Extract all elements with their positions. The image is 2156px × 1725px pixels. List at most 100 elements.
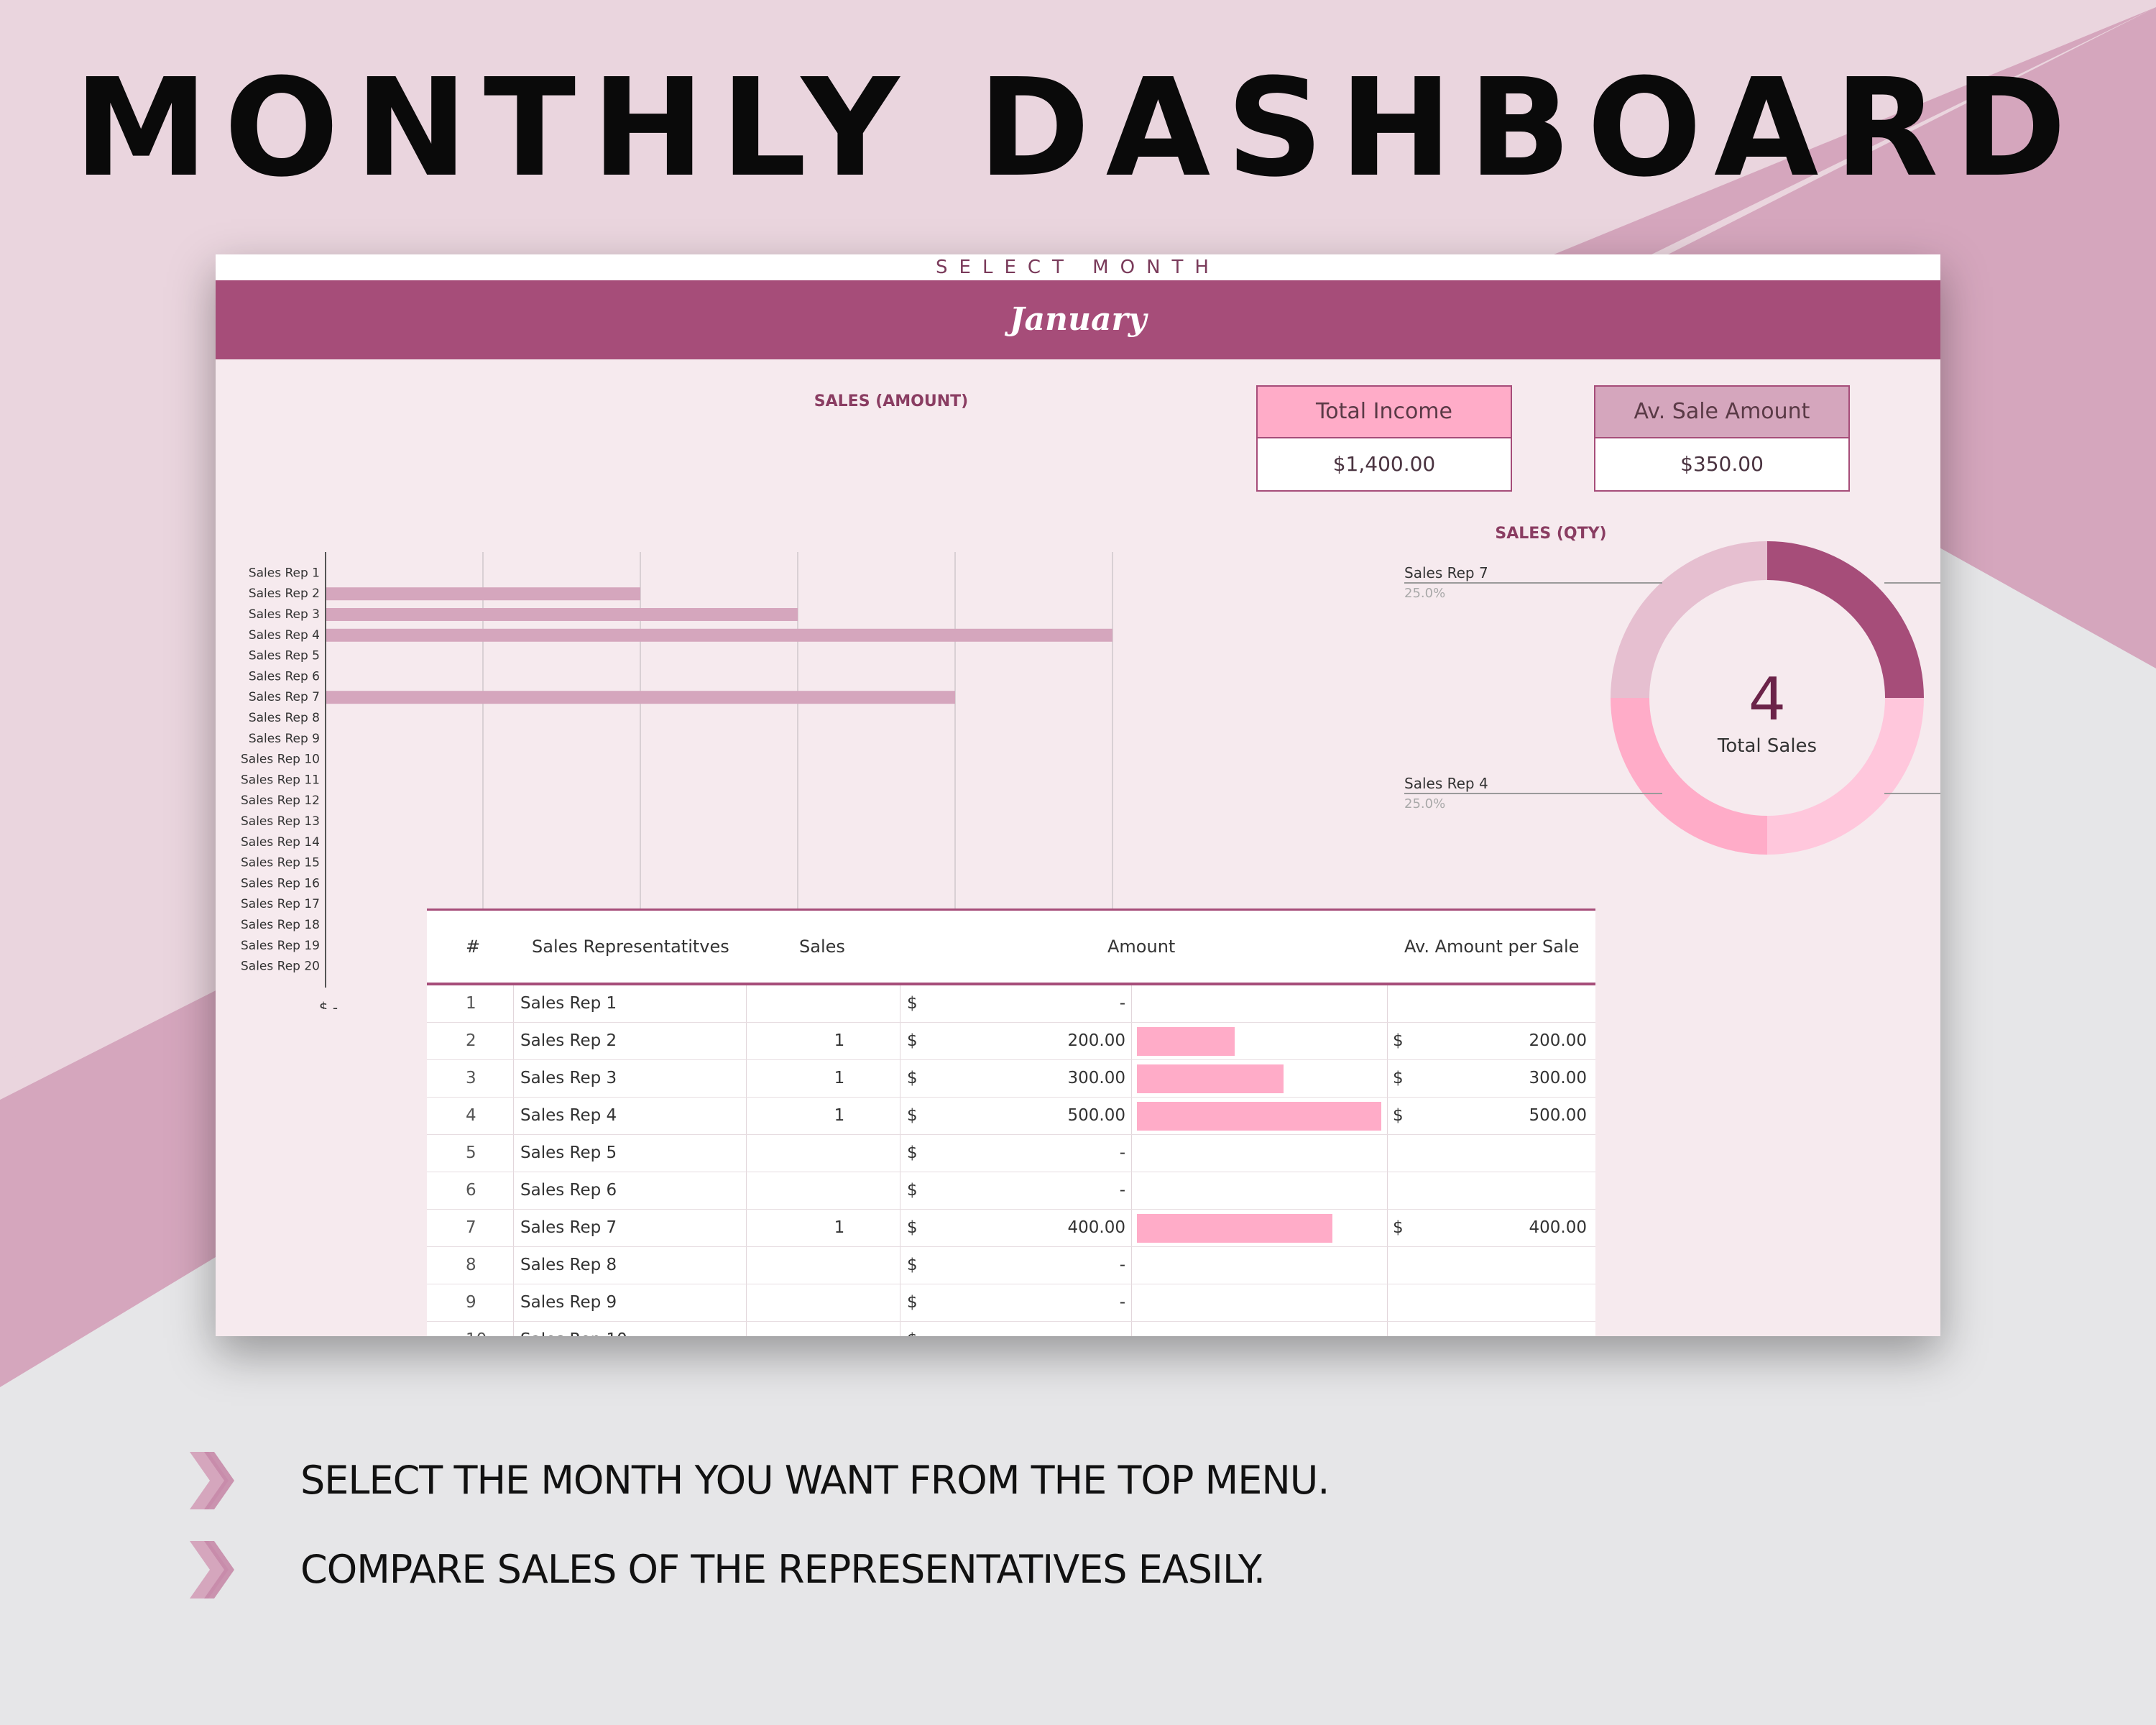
cell-divider	[1131, 1060, 1132, 1097]
row-avg-currency: $	[1393, 1069, 1404, 1087]
row-amount-currency: $	[907, 1218, 918, 1237]
donut-slice	[1767, 541, 1924, 698]
total-income-label: Total Income	[1258, 387, 1511, 438]
row-avg: 500.00	[1529, 1106, 1587, 1125]
category-label: Sales Rep 11	[241, 773, 320, 787]
category-label: Sales Rep 3	[249, 607, 320, 622]
cell-divider	[1131, 1284, 1132, 1321]
donut-center-value: 4	[1749, 666, 1786, 734]
cell-divider	[746, 1098, 747, 1134]
bar	[326, 628, 1112, 642]
table-row: 1 Sales Rep 1 $ -	[427, 985, 1595, 1023]
cell-divider	[746, 1135, 747, 1172]
slice-percent: 25.0%	[1404, 586, 1445, 601]
bullet-text: COMPARE SALES OF THE REPRESENTATIVES EAS…	[300, 1547, 1266, 1592]
slice-label: Sales Rep 4	[1404, 775, 1488, 792]
cell-divider	[513, 1322, 514, 1336]
row-avg-currency: $	[1393, 1031, 1404, 1050]
cell-divider	[746, 1060, 747, 1097]
total-income-value: $1,400.00	[1332, 452, 1436, 476]
cell-divider	[1387, 1098, 1388, 1134]
bullet-item: SELECT THE MONTH YOU WANT FROM THE TOP M…	[187, 1445, 1480, 1517]
row-num: 1	[466, 994, 476, 1013]
data-bar	[1137, 1027, 1235, 1056]
cell-divider	[746, 1023, 747, 1059]
category-label: Sales Rep 5	[249, 649, 320, 663]
table-row: 2 Sales Rep 2 1 $200.00 $200.00	[427, 1023, 1595, 1060]
category-label: Sales Rep 6	[249, 669, 320, 684]
sales-qty-donut-chart: 4 Total Sales Sales Rep 225.0%Sales Rep …	[1404, 541, 1940, 855]
row-amount: -	[973, 1322, 1125, 1336]
cell-divider	[513, 1247, 514, 1284]
slice-percent: 25.0%	[1404, 796, 1445, 811]
row-avg: 400.00	[1529, 1218, 1587, 1237]
cell-divider	[513, 985, 514, 1022]
data-bar	[1137, 1214, 1332, 1243]
slice-label: Sales Rep 7	[1404, 564, 1488, 581]
bullet-text: SELECT THE MONTH YOU WANT FROM THE TOP M…	[300, 1458, 1330, 1503]
cell-divider	[1131, 1023, 1132, 1059]
row-amount: 500.00	[1067, 1106, 1125, 1125]
cell-divider	[1387, 1322, 1388, 1336]
data-bar	[1137, 1064, 1284, 1093]
row-num: 10	[466, 1322, 487, 1336]
row-rep: Sales Rep 1	[520, 994, 617, 1013]
row-num: 7	[466, 1218, 476, 1237]
row-avg: 300.00	[1529, 1069, 1587, 1087]
col-num: #	[466, 937, 481, 957]
headline: MONTHLY DASHBOARD	[73, 50, 2083, 207]
cell-divider	[513, 1023, 514, 1059]
double-chevron-icon	[190, 1541, 234, 1598]
row-amount-currency: $	[907, 1293, 918, 1312]
bar-chart-title: SALES (AMOUNT)	[814, 392, 969, 410]
row-rep: Sales Rep 8	[520, 1256, 617, 1274]
cell-divider	[746, 1247, 747, 1284]
row-amount-currency: $	[907, 994, 918, 1013]
cell-divider	[513, 1060, 514, 1097]
cell-divider	[513, 1284, 514, 1321]
bar	[326, 587, 640, 601]
bar	[326, 608, 798, 621]
cell-divider	[1131, 1172, 1132, 1209]
row-amount: -	[1119, 1181, 1125, 1200]
tick-label: $ -	[319, 999, 338, 1009]
row-avg: 200.00	[1529, 1031, 1587, 1050]
row-sales: 1	[834, 1031, 845, 1050]
cell-divider	[1131, 1322, 1132, 1336]
cell-divider	[1387, 985, 1388, 1022]
cell-divider	[746, 1210, 747, 1246]
cell-divider	[1131, 1210, 1132, 1246]
data-bar	[1137, 1102, 1381, 1131]
row-num: 4	[466, 1106, 476, 1125]
bullet-item: COMPARE SALES OF THE REPRESENTATIVES EAS…	[187, 1534, 1480, 1606]
cell-divider	[1131, 1247, 1132, 1284]
cell-divider	[1387, 1023, 1388, 1059]
cell-divider	[513, 1135, 514, 1172]
table-row: 5 Sales Rep 5 $ -	[427, 1135, 1595, 1172]
row-rep: Sales Rep 2	[520, 1031, 617, 1050]
cell-divider	[1131, 1098, 1132, 1134]
table-row: 6 Sales Rep 6 $ -	[427, 1172, 1595, 1210]
row-amount-currency: $	[907, 1069, 918, 1087]
av-sale-label: Av. Sale Amount	[1595, 387, 1848, 438]
cell-divider	[1131, 985, 1132, 1022]
cell-divider	[746, 1284, 747, 1321]
row-rep: Sales Rep 7	[520, 1218, 617, 1237]
bar	[326, 691, 955, 704]
cell-divider	[1387, 1172, 1388, 1209]
row-rep: Sales Rep 10	[520, 1322, 627, 1336]
donut-slice	[1611, 541, 1767, 698]
dashboard-sheet: SELECT MONTH January SALES (AMOUNT) Sale…	[216, 254, 1940, 1336]
row-amount: 200.00	[1067, 1031, 1125, 1050]
av-sale-value: $350.00	[1680, 452, 1764, 476]
category-label: Sales Rep 20	[241, 960, 320, 974]
category-label: Sales Rep 4	[249, 628, 320, 643]
row-rep: Sales Rep 3	[520, 1069, 617, 1087]
col-sales: Sales	[799, 937, 845, 957]
cell-divider	[1387, 1060, 1388, 1097]
month-selector[interactable]: January	[216, 280, 1940, 359]
row-rep: Sales Rep 9	[520, 1293, 617, 1312]
cell-divider	[1387, 1247, 1388, 1284]
row-amount: 400.00	[1067, 1218, 1125, 1237]
row-num: 8	[466, 1256, 476, 1274]
